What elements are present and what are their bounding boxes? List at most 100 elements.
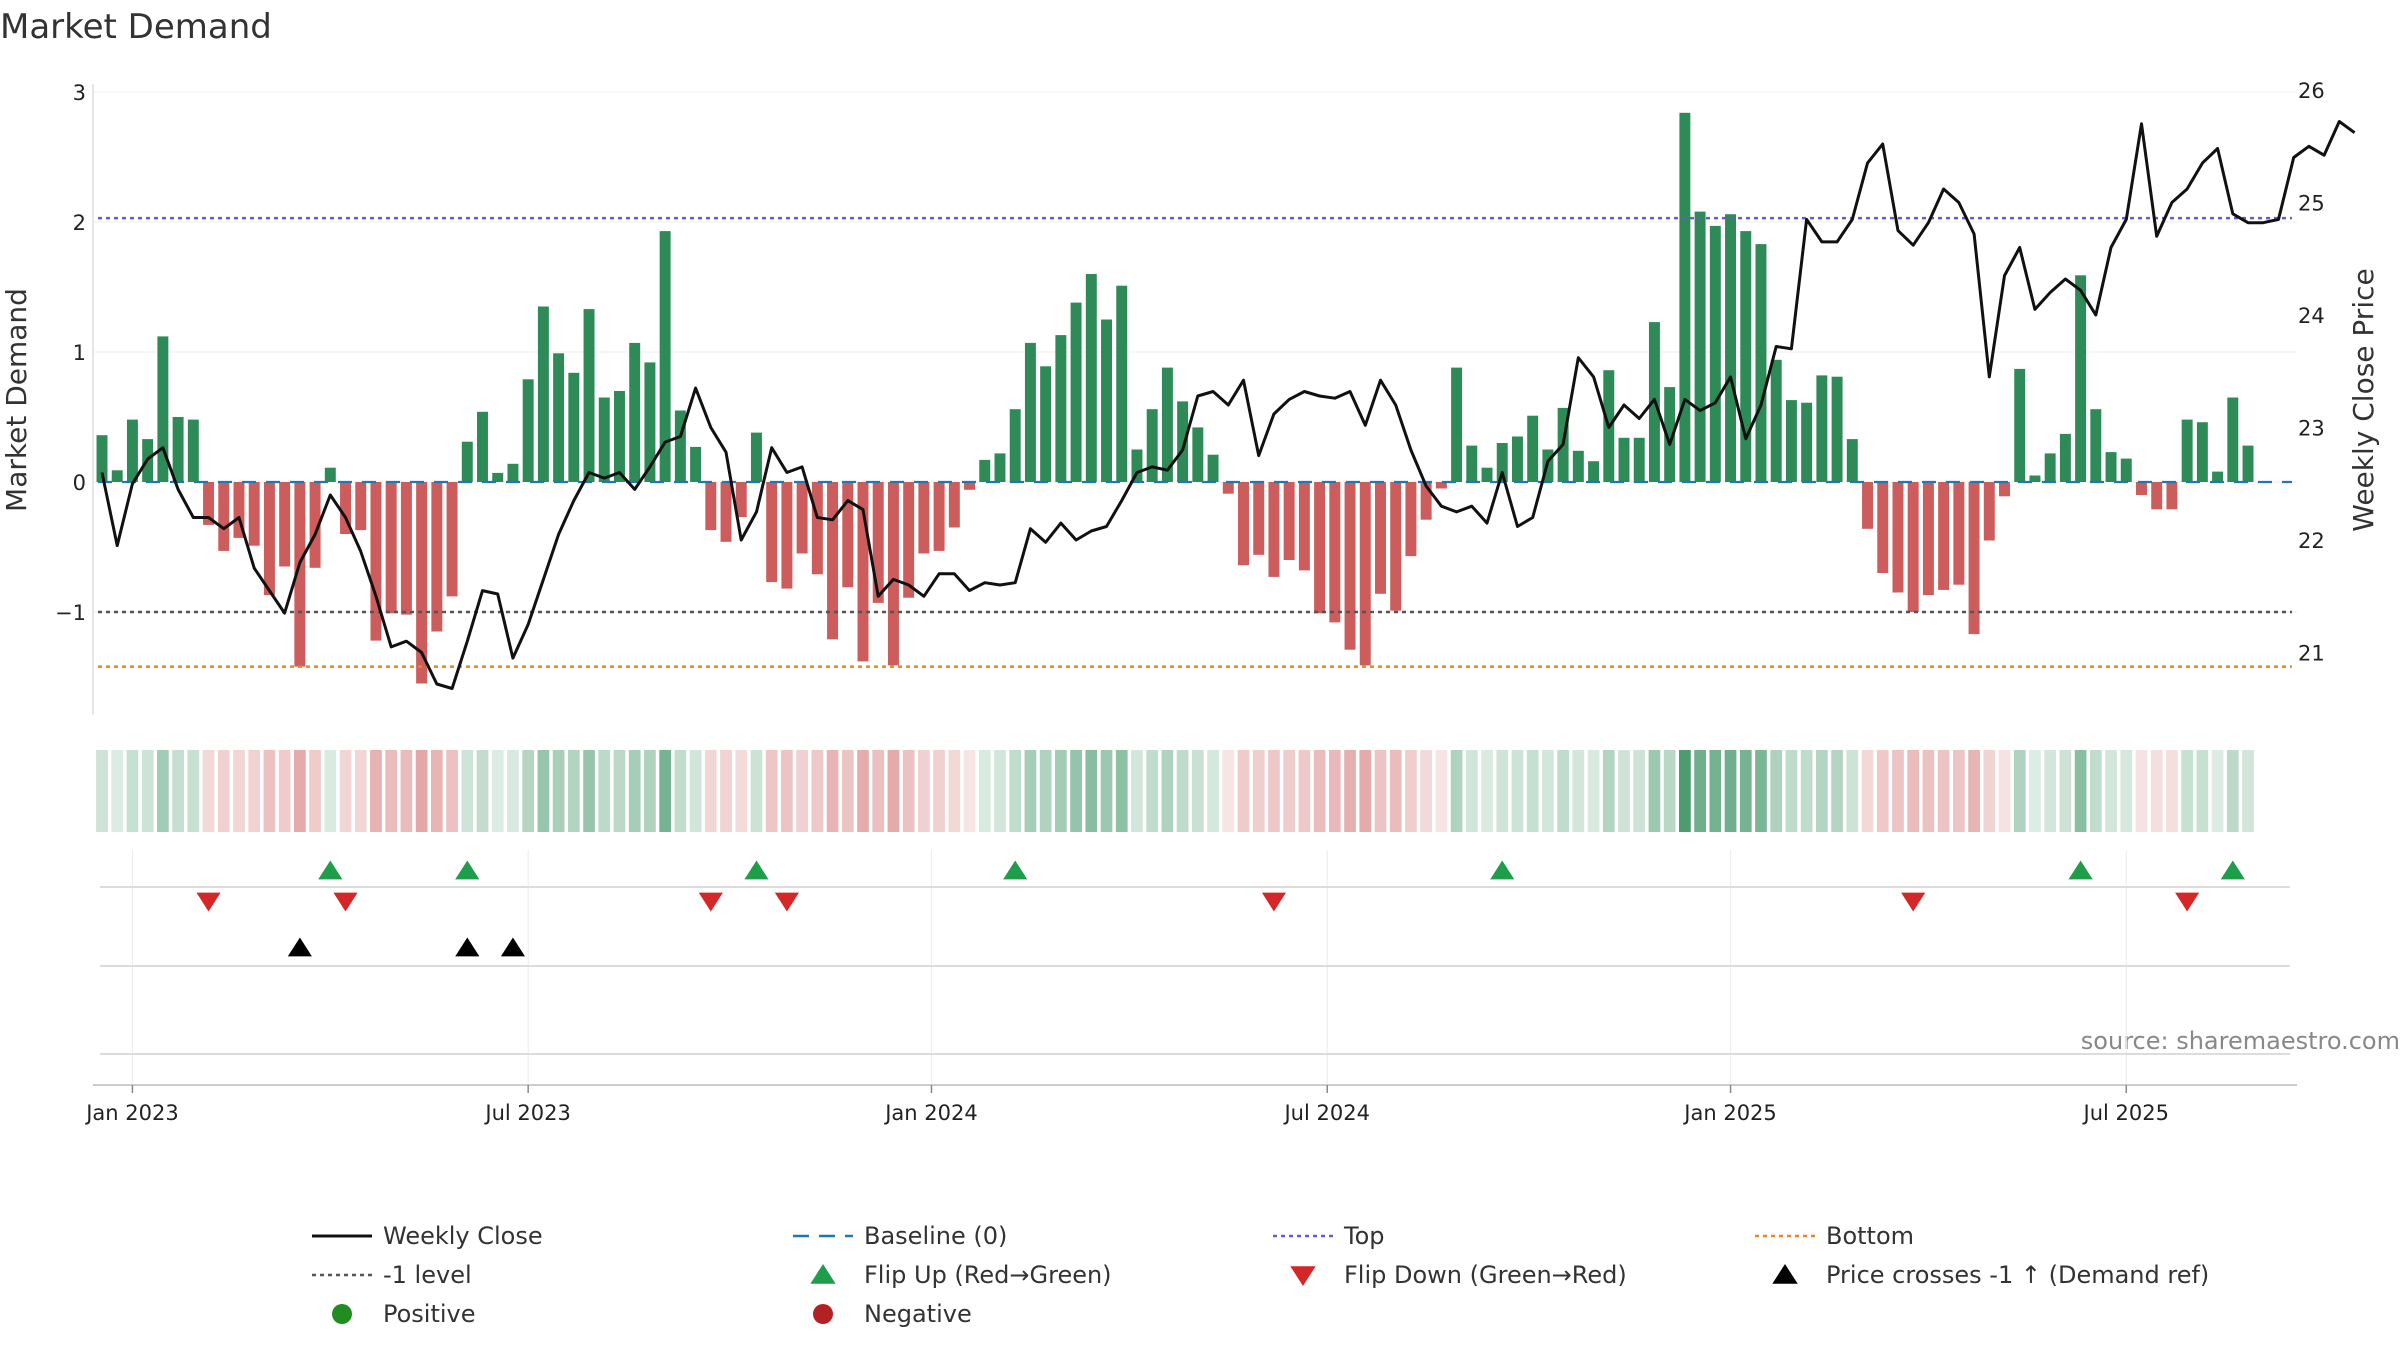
x-tick-label: Jul 2024 — [1282, 1101, 1369, 1125]
heatmap-cell — [217, 750, 230, 832]
heatmap-cell — [1252, 750, 1265, 832]
demand-bar — [1983, 482, 1995, 541]
y-axis-label: Market Demand — [0, 288, 33, 512]
demand-bar — [1816, 375, 1828, 482]
flip-down-marker — [196, 892, 221, 912]
heatmap-cell — [796, 750, 808, 832]
demand-bar — [370, 482, 382, 641]
demand-bar — [1359, 482, 1371, 666]
heatmap-cell — [1998, 750, 2011, 832]
heatmap-cell — [111, 750, 124, 832]
demand-bar — [2212, 471, 2224, 482]
heatmap-cell — [781, 750, 793, 832]
heatmap-cell — [1785, 750, 1798, 832]
heatmap-cell — [1511, 750, 1524, 832]
demand-bar — [629, 342, 641, 482]
demand-bar — [1862, 482, 1873, 529]
demand-bar — [1496, 443, 1508, 482]
heatmap-cell — [1115, 750, 1128, 832]
heatmap-cell — [400, 750, 413, 832]
demand-bar — [1040, 366, 1052, 482]
demand-bar — [553, 353, 565, 482]
heatmap-cell — [522, 750, 535, 832]
heatmap-cell — [1405, 750, 1417, 832]
demand-bar — [766, 482, 778, 583]
heatmap-cell — [1420, 750, 1432, 832]
heatmap-cell — [491, 750, 504, 832]
demand-bar — [1390, 482, 1402, 611]
heatmap-cell — [1450, 750, 1463, 832]
legend-item: Baseline (0) — [793, 1222, 1007, 1250]
demand-bar — [1770, 359, 1782, 482]
demand-bar — [203, 482, 215, 525]
legend-label: Negative — [864, 1300, 972, 1328]
heatmap-cell — [1937, 750, 1950, 832]
heatmap-cell — [294, 750, 306, 832]
demand-bar — [1785, 400, 1797, 482]
heatmap-cell — [278, 750, 291, 832]
demand-bar — [2120, 458, 2132, 482]
demand-bar — [614, 391, 625, 482]
demand-bar — [1572, 450, 1584, 482]
heatmap-cell — [1770, 750, 1783, 832]
heatmap-cell — [826, 750, 839, 832]
heatmap-cell — [1313, 750, 1326, 832]
demand-bar — [218, 482, 230, 551]
x-tick-label: Jan 2024 — [883, 1101, 978, 1125]
heatmap-cell — [1481, 750, 1493, 832]
heatmap-cell — [233, 750, 245, 832]
heatmap-cell — [1024, 750, 1037, 832]
heatmap-cell — [1496, 750, 1509, 832]
x-tick-label: Jul 2025 — [2082, 1101, 2169, 1125]
price-cross-marker — [455, 937, 480, 957]
demand-bar — [1222, 482, 1234, 494]
demand-bar — [1968, 482, 1980, 635]
demand-bar — [355, 482, 367, 531]
flip-up-marker — [1490, 860, 1515, 880]
demand-bar — [2044, 453, 2056, 482]
heatmap-cell — [1328, 750, 1341, 832]
heatmap-cell — [765, 750, 778, 832]
demand-bar — [583, 309, 595, 482]
heatmap-cell — [1739, 750, 1752, 832]
heatmap-cell — [1222, 750, 1235, 832]
demand-bar — [187, 419, 199, 482]
demand-bar — [1283, 482, 1295, 560]
flip-up-marker — [2068, 860, 2093, 880]
heatmap-cell — [339, 750, 352, 832]
heatmap-cell — [537, 750, 550, 832]
heatmap-cell — [1070, 750, 1082, 832]
y-tick-label: 2 — [73, 211, 86, 235]
heatmap-cell — [1374, 750, 1387, 832]
demand-bar — [1375, 482, 1386, 594]
price-cross-marker — [287, 937, 312, 957]
heatmap-cell — [354, 750, 367, 832]
heatmap-cell — [1618, 750, 1630, 832]
legend-item: Flip Up (Red→Green) — [810, 1261, 1112, 1289]
demand-bar — [674, 410, 686, 482]
heatmap-cell — [2181, 750, 2193, 832]
demand-bar — [872, 482, 884, 603]
flip-down-marker — [2175, 892, 2200, 912]
heatmap-cell — [841, 750, 854, 832]
legend-label: Bottom — [1826, 1222, 1914, 1250]
legend-item: Weekly Close — [312, 1222, 543, 1250]
heatmap-cell — [1161, 750, 1174, 832]
heatmap-cell — [811, 750, 824, 832]
heatmap-cell — [1526, 750, 1539, 832]
demand-bar — [827, 482, 839, 640]
demand-bar — [1877, 482, 1889, 573]
demand-bar — [537, 306, 549, 482]
y-axis: 3 2 1 0 −1 — [55, 81, 86, 625]
heatmap-cell — [720, 750, 732, 832]
flip-down-marker — [774, 892, 799, 912]
heatmap-cell — [1602, 750, 1615, 832]
heatmap-cell — [872, 750, 885, 832]
heatmap-cell — [476, 750, 489, 832]
heatmap-cell — [902, 750, 915, 832]
x-tick-label: Jan 2023 — [84, 1101, 179, 1125]
heatmap-cell — [1709, 750, 1722, 832]
demand-bar — [294, 482, 306, 667]
heatmap-cell — [963, 750, 976, 832]
